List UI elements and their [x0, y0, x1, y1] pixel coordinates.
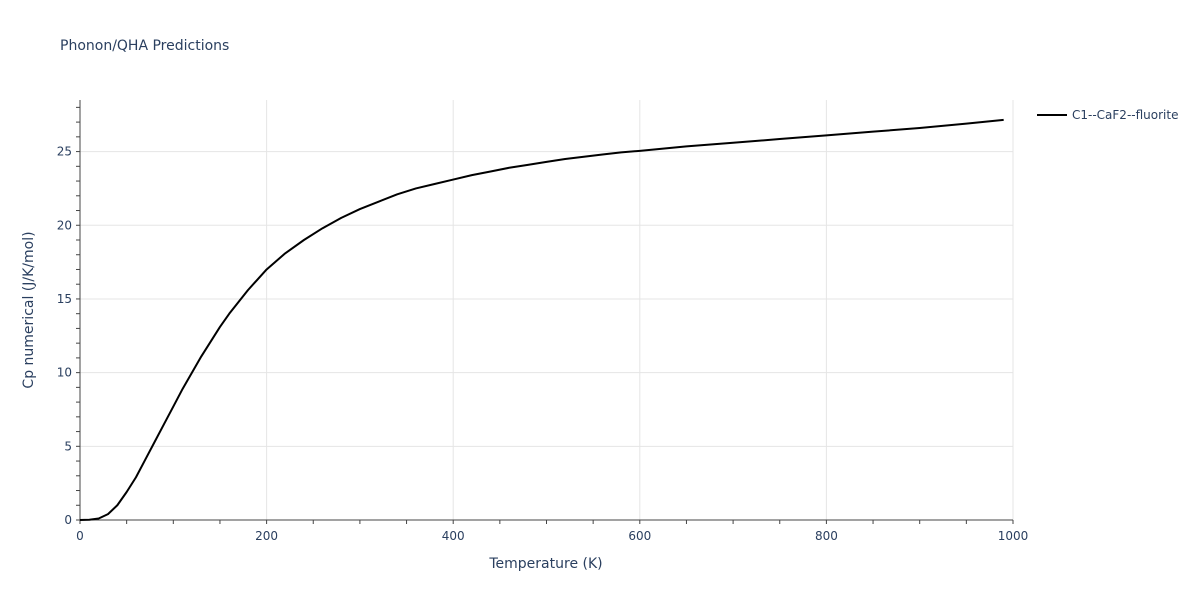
- x-tick-label: 1000: [998, 529, 1029, 543]
- plot-area: [79, 118, 1004, 521]
- y-tick-label: 25: [57, 145, 72, 159]
- series-line: [79, 118, 1004, 521]
- y-tick-label: 20: [57, 218, 72, 232]
- legend[interactable]: C1--CaF2--fluorite: [1037, 108, 1178, 122]
- x-tick-label: 400: [442, 529, 465, 543]
- chart-title: Phonon/QHA Predictions: [60, 38, 229, 54]
- y-axis-title: Cp numerical (J/K/mol): [21, 231, 37, 388]
- legend-label: C1--CaF2--fluorite: [1072, 108, 1178, 122]
- y-tick-label: 5: [64, 439, 72, 453]
- x-tick-label: 800: [815, 529, 838, 543]
- y-tick-label: 0: [64, 513, 72, 527]
- x-tick-label: 200: [255, 529, 278, 543]
- gridlines: [80, 100, 1014, 520]
- y-tick-label: 15: [57, 292, 72, 306]
- x-axis-title: Temperature (K): [488, 556, 602, 572]
- axes: 0 200 400 600 800 1000 0 5 10 15 20 25: [57, 100, 1029, 543]
- x-tick-label: 0: [76, 529, 84, 543]
- x-tick-label: 600: [628, 529, 651, 543]
- y-tick-label: 10: [57, 366, 72, 380]
